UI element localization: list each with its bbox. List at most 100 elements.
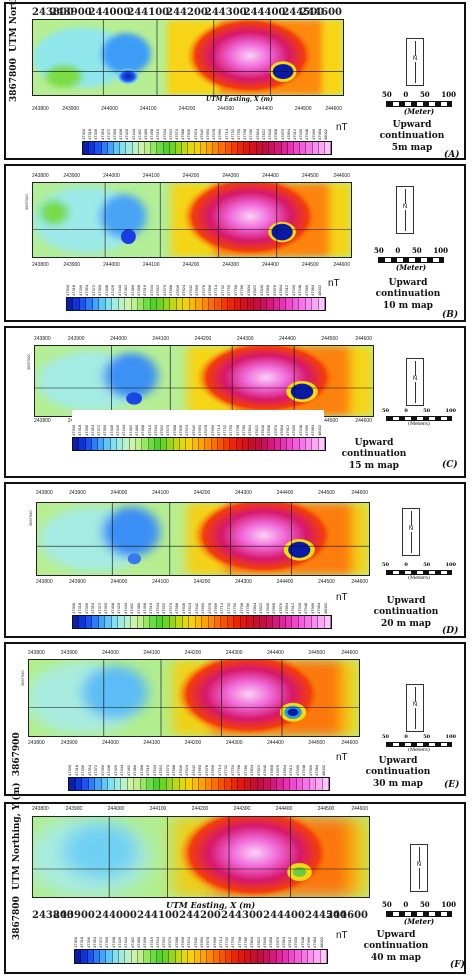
colorbar-value: 47732 — [224, 764, 228, 776]
colorbar-swatch — [238, 142, 245, 154]
field-map — [32, 816, 370, 898]
colorbar-swatch — [285, 616, 293, 628]
colorbar-value: 47876 — [280, 128, 285, 140]
colorbar-value: 47750 — [231, 936, 236, 948]
x-tick-label: 244100 — [127, 7, 170, 18]
colorbar-value: 47876 — [272, 284, 277, 296]
colorbar-swatch — [100, 950, 107, 963]
scale-tick: 0 — [404, 408, 408, 414]
colorbar-value: 47750 — [229, 424, 234, 436]
x-ticks-top: 243800 243900 244000 244100 244200 244300 2444… — [28, 650, 358, 658]
x-tick-label: 244500 — [318, 490, 335, 496]
y-tick-side: 3867900 — [20, 670, 25, 686]
x-tick-label: 244300 — [235, 579, 252, 585]
x-ticks-bottom: 243800 243900 244000 244100 244200 244300 2444… — [32, 106, 342, 114]
colorbar-swatch — [79, 438, 86, 450]
colorbar-swatch — [264, 778, 271, 790]
x-tick-label: 243800 — [36, 490, 53, 496]
colorbar-value: 47822 — [256, 936, 261, 948]
colorbar-swatch — [124, 616, 132, 628]
scale-tick: 100 — [445, 408, 456, 414]
colorbar-swatch — [167, 438, 174, 450]
colorbar-swatch — [88, 778, 95, 790]
colorbar-swatch — [153, 778, 160, 790]
colorbar-value: 47336 — [84, 424, 89, 436]
y-tick-3867800: 3867800 — [12, 896, 22, 940]
colorbar — [82, 141, 332, 155]
colorbar-value: 47660 — [198, 764, 202, 776]
colorbar-value: 47480 — [133, 764, 137, 776]
scale-unit: (Meters) — [408, 421, 430, 427]
colorbar-swatch — [81, 950, 88, 963]
panel-b: 243800 243900 244000 244100 244200 244300 2444… — [4, 164, 466, 322]
colorbar-swatch — [176, 298, 184, 310]
colorbar-swatch — [208, 298, 216, 310]
x-tick-label: 244000 — [103, 262, 120, 268]
x-ticks-bottom: 243800 243900 244000 244100 244200 244300 2444… — [28, 740, 358, 748]
colorbar-swatch — [131, 298, 138, 310]
x-tick-label: 243900 — [60, 740, 78, 746]
x-tick-label: 244400 — [275, 806, 293, 812]
north-arrow: N — [396, 186, 414, 234]
colorbar-swatch — [120, 142, 127, 154]
colorbar-swatch — [211, 438, 218, 450]
x-tick-label: 244100 — [143, 740, 161, 746]
colorbar-value: 47984 — [317, 602, 322, 614]
colorbar-value: 47984 — [311, 284, 316, 296]
x-tick-label: 243900 — [49, 7, 92, 18]
x-tick-label: 244300 — [225, 650, 243, 656]
x-axis-label: UTM Easting, X (m) — [166, 900, 256, 910]
x-tick-label: 244100 — [139, 106, 157, 112]
colorbar-swatch — [283, 778, 290, 790]
colorbar-value: 47390 — [104, 602, 109, 614]
colorbar-unit: nT — [336, 122, 348, 133]
colorbar-swatch — [150, 950, 157, 963]
y-tick-side: 3867900 — [26, 354, 31, 370]
x-tick-label: 243800 — [32, 7, 74, 18]
colorbar-swatch — [144, 950, 151, 963]
x-tick-label: 244300 — [204, 7, 247, 18]
scale-tick: 0 — [404, 562, 408, 568]
panel-d: 243800 243900 244000 244100 244200 244300 2444… — [4, 482, 466, 638]
colorbar-value: 47426 — [111, 284, 116, 296]
colorbar-swatch — [312, 298, 319, 310]
colorbar-value: 47498 — [141, 424, 146, 436]
x-tick-label: 244200 — [179, 910, 221, 921]
x-tick-label: 244300 — [221, 910, 263, 921]
colorbar-swatch — [225, 778, 232, 790]
colorbar-swatch — [213, 950, 220, 963]
x-tick-label: 244300 — [236, 336, 254, 342]
colorbar-swatch — [134, 778, 141, 790]
colorbar-swatch — [296, 778, 303, 790]
scale-tick: 50 — [411, 246, 422, 255]
colorbar-swatch — [73, 298, 80, 310]
colorbar-value: 47408 — [107, 764, 111, 776]
colorbar-swatch — [151, 142, 158, 154]
colorbar-swatch — [142, 438, 149, 450]
colorbar-value: 48002 — [317, 284, 322, 296]
colorbar-value: 47894 — [286, 128, 291, 140]
colorbar-value: 47768 — [237, 764, 241, 776]
colorbar-swatch — [219, 142, 226, 154]
colorbar-swatch — [292, 298, 300, 310]
x-tick-label: 244600 — [333, 173, 350, 179]
colorbar-swatch — [227, 616, 235, 628]
colorbar-value: 47570 — [168, 936, 173, 948]
colorbar-value: 47714 — [220, 602, 225, 614]
colorbar-value: 47822 — [259, 602, 264, 614]
x-tick-label: 244500 — [317, 806, 335, 812]
colorbar-value: 47354 — [100, 128, 105, 140]
colorbar-value: 47696 — [212, 936, 217, 948]
colorbar-value: 47462 — [130, 602, 135, 614]
colorbar-value: 47516 — [149, 602, 154, 614]
colorbar-value: 47498 — [143, 936, 148, 948]
colorbar-swatch — [198, 438, 206, 450]
x-tick-label: 243900 — [69, 579, 86, 585]
colorbar-value: 47588 — [175, 602, 180, 614]
colorbar-value: 47876 — [273, 424, 278, 436]
scale-tick: 50 — [382, 562, 389, 568]
colorbar-swatch — [186, 778, 193, 790]
colorbar-swatch — [247, 616, 254, 628]
colorbar-swatch — [244, 142, 251, 154]
x-tick-label: 244500 — [308, 650, 326, 656]
